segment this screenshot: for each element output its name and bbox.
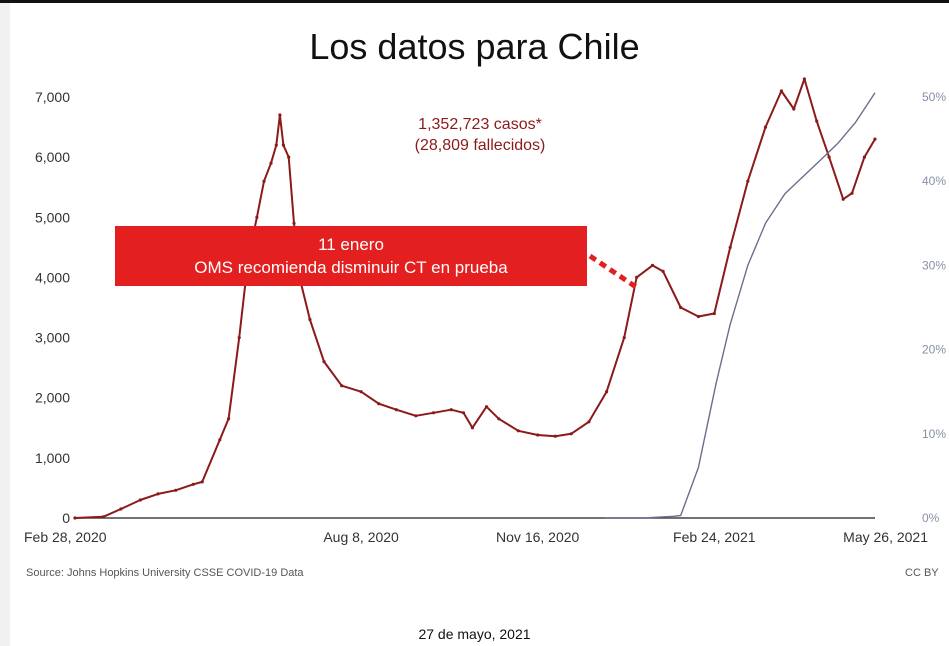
cases-point — [635, 275, 639, 279]
cases-point — [679, 305, 683, 310]
cases-point — [359, 390, 363, 394]
y-right-tick-label: 0% — [922, 511, 940, 525]
y-left-tick-label: 3,000 — [35, 330, 70, 346]
cases-point — [696, 314, 701, 319]
cases-point — [661, 269, 665, 273]
cases-point — [73, 516, 77, 520]
cases-point — [287, 155, 291, 159]
cases-point — [461, 411, 466, 415]
cases-point — [650, 263, 655, 267]
cases-point — [138, 498, 142, 502]
cases-point — [227, 417, 231, 421]
cases-point — [191, 482, 195, 486]
cases-point — [815, 119, 819, 123]
callout-line-2: OMS recomienda disminuir CT en prueba — [194, 258, 508, 277]
source-note: Source: Johns Hopkins University CSSE CO… — [26, 567, 304, 579]
cases-point — [274, 143, 278, 147]
cases-point — [746, 179, 750, 183]
cases-point — [553, 434, 558, 438]
cases-point — [262, 179, 266, 183]
cases-point — [569, 432, 573, 436]
y-right-tick-label: 10% — [922, 427, 946, 441]
cases-point — [763, 125, 768, 129]
callout-line-1: 11 enero — [318, 235, 384, 254]
cases-point — [779, 89, 784, 93]
x-tick-label: Feb 24, 2021 — [673, 529, 756, 545]
cases-point — [237, 336, 241, 340]
cases-point — [281, 143, 285, 147]
y-right-tick-label: 30% — [922, 258, 946, 272]
cases-point — [308, 317, 312, 322]
cases-point — [516, 429, 520, 433]
cases-point — [119, 507, 123, 511]
y-left-tick-label: 2,000 — [35, 390, 70, 406]
cases-point — [484, 405, 489, 409]
cases-point — [841, 197, 845, 201]
cases-point — [322, 360, 326, 364]
y-left-tick-label: 1,000 — [35, 450, 70, 466]
x-tick-label: Nov 16, 2020 — [496, 529, 579, 545]
cases-point — [850, 191, 854, 195]
license-note: CC BY — [905, 567, 939, 579]
cases-point — [156, 492, 160, 496]
cases-point — [605, 390, 609, 394]
cases-point — [269, 161, 273, 165]
cases-point — [792, 107, 796, 111]
y-left-tick-label: 5,000 — [35, 209, 70, 225]
cases-point — [414, 414, 418, 418]
left-margin-shade — [0, 3, 10, 646]
cases-annotation: 1,352,723 casos* — [418, 116, 542, 133]
cases-point — [622, 336, 626, 340]
cases-point — [278, 113, 282, 117]
callout-connector — [588, 253, 638, 290]
cases-point — [200, 480, 204, 484]
cases-point — [340, 384, 344, 388]
y-right-tick-label: 50% — [922, 90, 946, 104]
deaths-annotation: (28,809 fallecidos) — [415, 137, 546, 154]
cases-point — [862, 155, 867, 159]
y-left-tick-label: 6,000 — [35, 149, 70, 165]
cases-point — [255, 215, 259, 219]
cases-point — [712, 311, 716, 316]
cases-point — [497, 417, 501, 421]
cases-point — [802, 77, 807, 81]
x-tick-label: Feb 28, 2020 — [24, 529, 107, 545]
y-left-tick-label: 0 — [62, 510, 70, 526]
top-border — [0, 0, 949, 3]
cases-point — [174, 488, 178, 492]
y-right-tick-label: 40% — [922, 174, 946, 188]
cases-point — [827, 155, 831, 159]
cases-point — [449, 408, 453, 412]
callout-box — [115, 226, 587, 286]
cases-point — [470, 426, 474, 430]
y-left-tick-label: 4,000 — [35, 269, 70, 285]
cases-point — [377, 402, 381, 406]
cases-point — [587, 420, 591, 424]
cases-point — [431, 411, 436, 415]
x-tick-label: Aug 8, 2020 — [323, 529, 399, 545]
x-tick-label: May 26, 2021 — [843, 529, 928, 545]
cases-point — [101, 515, 105, 519]
cases-point — [292, 221, 296, 225]
y-left-tick-label: 7,000 — [35, 89, 70, 105]
y-right-tick-label: 20% — [922, 343, 946, 357]
vaccination-line — [604, 92, 876, 519]
footer-date: 27 de mayo, 2021 — [418, 626, 531, 642]
chart-title: Los datos para Chile — [309, 26, 640, 67]
cases-point — [218, 438, 222, 442]
cases-point — [536, 433, 540, 437]
cases-point — [873, 137, 877, 141]
cases-point — [728, 245, 732, 249]
cases-point — [394, 408, 398, 412]
